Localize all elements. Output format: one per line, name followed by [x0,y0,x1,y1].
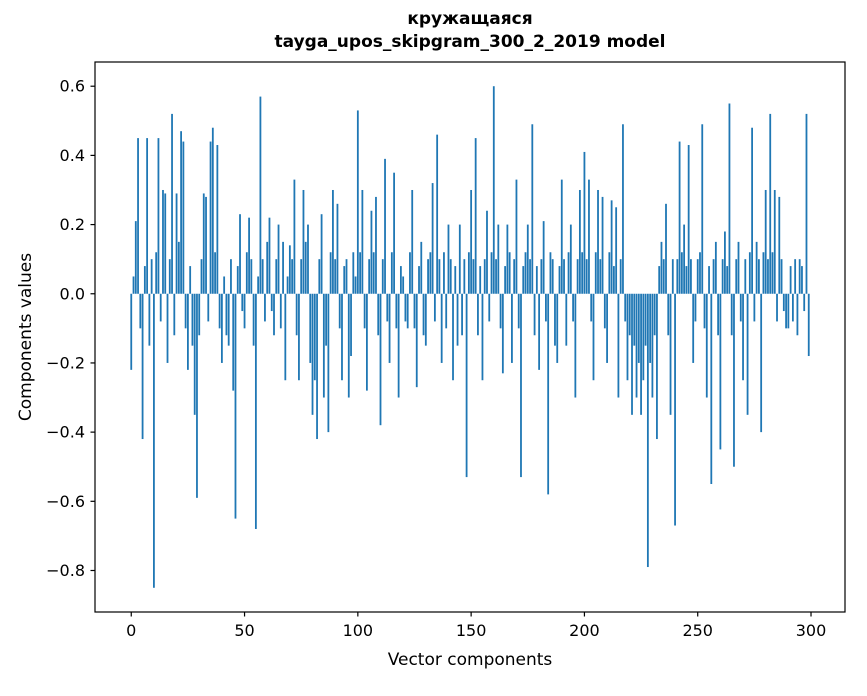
y-tick-label: 0.4 [60,146,85,165]
y-tick-label: −0.6 [46,492,85,511]
x-tick-label: 300 [796,621,827,640]
y-axis-label: Components values [16,252,36,422]
chart-title-line2: tayga_upos_skipgram_300_2_2019 model [274,32,666,52]
x-tick-label: 50 [234,621,254,640]
y-tick-label: 0.0 [60,284,85,303]
chart-title: кружащаяся tayga_upos_skipgram_300_2_201… [95,8,845,54]
y-tick-label: −0.2 [46,353,85,372]
x-axis-label: Vector components [387,650,553,670]
y-tick-label: 0.6 [60,77,85,96]
axes-spines [94,61,846,613]
y-tick-label: −0.8 [46,561,85,580]
tick-labels: 0 50 100 150 200 250 300 0.6 0.4 0.2 0.0 −0.2 −0.4 −0… [46,77,826,640]
x-tick-label: 250 [682,621,713,640]
bar-series [130,86,810,588]
x-tick-label: 0 [126,621,136,640]
x-tick-label: 200 [569,621,600,640]
x-tick-label: 150 [456,621,487,640]
y-tick-label: 0.2 [60,215,85,234]
y-tick-label: −0.4 [46,423,85,442]
chart-title-line1: кружащаяся [407,9,533,29]
tick-marks [90,85,812,617]
x-tick-label: 100 [343,621,374,640]
